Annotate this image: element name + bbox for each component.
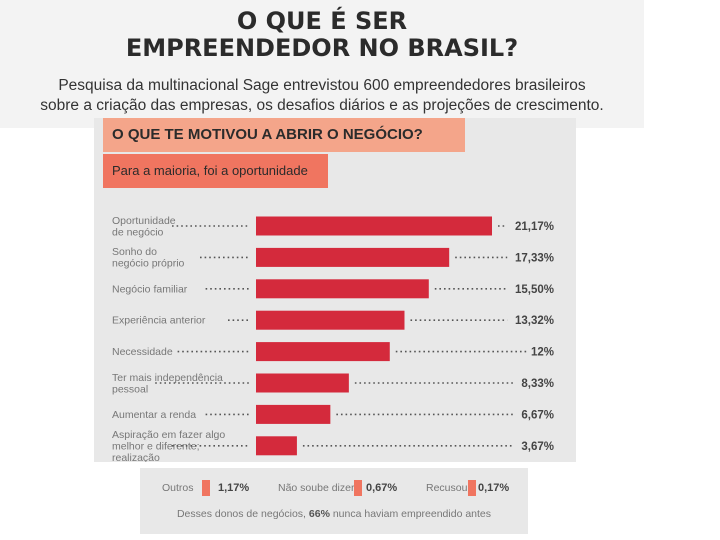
bar	[256, 436, 297, 456]
footer-item-marker	[468, 480, 476, 496]
footer-item-label: Recusou	[426, 482, 468, 494]
subtitle-line-1: Pesquisa da multinacional Sage entrevist…	[58, 77, 586, 94]
answer-highlight: Para a maioria, foi a oportunidade	[103, 154, 328, 188]
bar	[256, 247, 450, 267]
value-label: 8,33%	[521, 378, 554, 390]
category-label: Oportunidade de negócio	[112, 215, 176, 239]
category-label: Aspiração em fazer algo melhor e diferent…	[112, 429, 225, 462]
footer-item-marker	[202, 480, 210, 496]
bar	[256, 310, 405, 330]
footer-item-value: 0,67%	[366, 482, 398, 494]
page-subtitle: Pesquisa da multinacional Sage entrevist…	[0, 76, 644, 116]
bar	[256, 279, 429, 299]
footer-item-marker	[354, 480, 362, 496]
category-label: Negócio familiar	[112, 283, 188, 295]
category-label: Sonho do negócio próprio	[112, 246, 185, 270]
category-label: Experiência anterior	[112, 315, 206, 327]
subtitle-line-2: sobre a criação das empresas, os desafio…	[40, 97, 604, 114]
footer-note-highlight: 66%	[308, 508, 330, 520]
category-label: Necessidade	[112, 346, 173, 358]
value-label: 21,17%	[515, 221, 554, 233]
bar	[256, 342, 390, 362]
page-title: O QUE É SER EMPREENDEDOR NO BRASIL?	[0, 8, 644, 62]
footer-panel: Outros 1,17% Não soube dizer 0,67% Recus…	[140, 468, 528, 534]
value-label: 3,67%	[521, 441, 554, 453]
footer-item-label: Outros	[162, 482, 194, 494]
footer-item-value: 1,17%	[218, 482, 250, 494]
value-label: 12%	[531, 347, 554, 359]
title-line-1: O QUE É SER	[236, 7, 408, 35]
footer-note-before: Desses donos de negócios,	[176, 508, 306, 520]
bar	[256, 404, 331, 424]
footer-note-after: nunca haviam empreendido antes	[332, 508, 492, 520]
title-line-2: EMPREENDEDOR NO BRASIL?	[125, 34, 519, 62]
footer-item-label: Não soube dizer	[278, 482, 355, 494]
footer-item-value: 0,17%	[478, 482, 510, 494]
question-heading: O QUE TE MOTIVOU A ABRIR O NEGÓCIO?	[103, 118, 465, 152]
bar	[256, 373, 349, 393]
value-label: 13,32%	[515, 315, 554, 327]
value-label: 15,50%	[515, 284, 554, 296]
value-label: 17,33%	[515, 252, 554, 264]
motivation-bar-chart: Oportunidade de negócio 21,17% Sonho do negó…	[112, 215, 554, 462]
category-label: Ter mais independência pessoal	[112, 372, 223, 396]
value-label: 6,67%	[521, 409, 554, 421]
header-banner: O QUE É SER EMPREENDEDOR NO BRASIL? Pesq…	[0, 0, 644, 128]
footer-note: Desses donos de negócios, 66% nunca havi…	[140, 508, 528, 520]
category-label: Aumentar a renda	[112, 409, 196, 421]
bar	[256, 216, 492, 236]
